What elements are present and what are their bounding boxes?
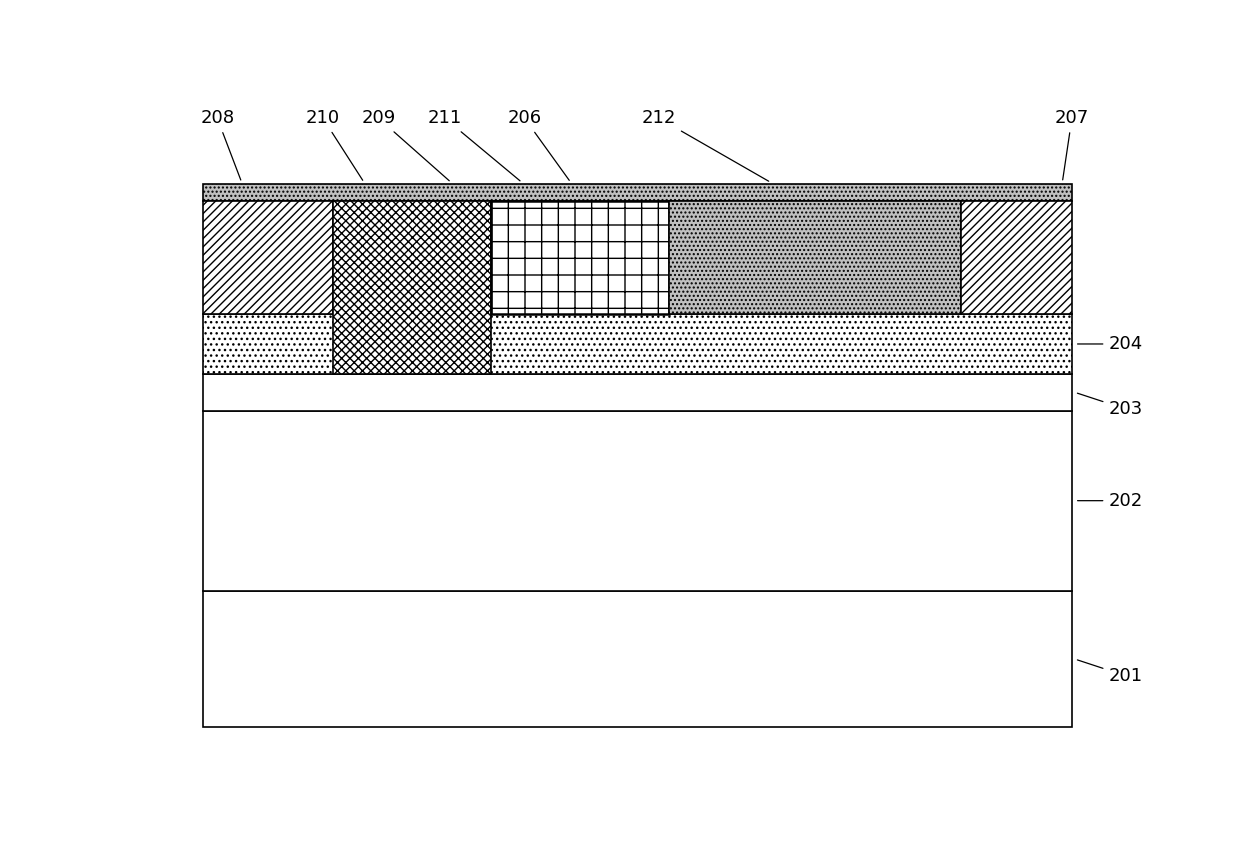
Text: 202: 202 [1078, 492, 1142, 510]
Text: 203: 203 [1078, 393, 1142, 418]
Bar [203, 201, 332, 314]
Bar [491, 201, 669, 314]
Bar [203, 410, 1072, 591]
Bar [491, 201, 554, 257]
Bar [203, 374, 1072, 410]
Text: 206: 206 [508, 109, 569, 180]
Text: 204: 204 [1078, 335, 1142, 353]
Text: 207: 207 [1054, 109, 1089, 180]
Bar [961, 201, 1072, 314]
Text: 210: 210 [306, 109, 363, 180]
Text: 211: 211 [427, 109, 520, 181]
Bar [203, 184, 1072, 201]
Text: 209: 209 [362, 109, 450, 181]
Bar [669, 201, 961, 314]
Text: 201: 201 [1078, 660, 1142, 685]
Bar [203, 591, 1072, 727]
Text: 208: 208 [201, 109, 240, 180]
Bar [332, 201, 491, 374]
Text: 212: 212 [642, 109, 768, 181]
Bar [203, 314, 1072, 374]
